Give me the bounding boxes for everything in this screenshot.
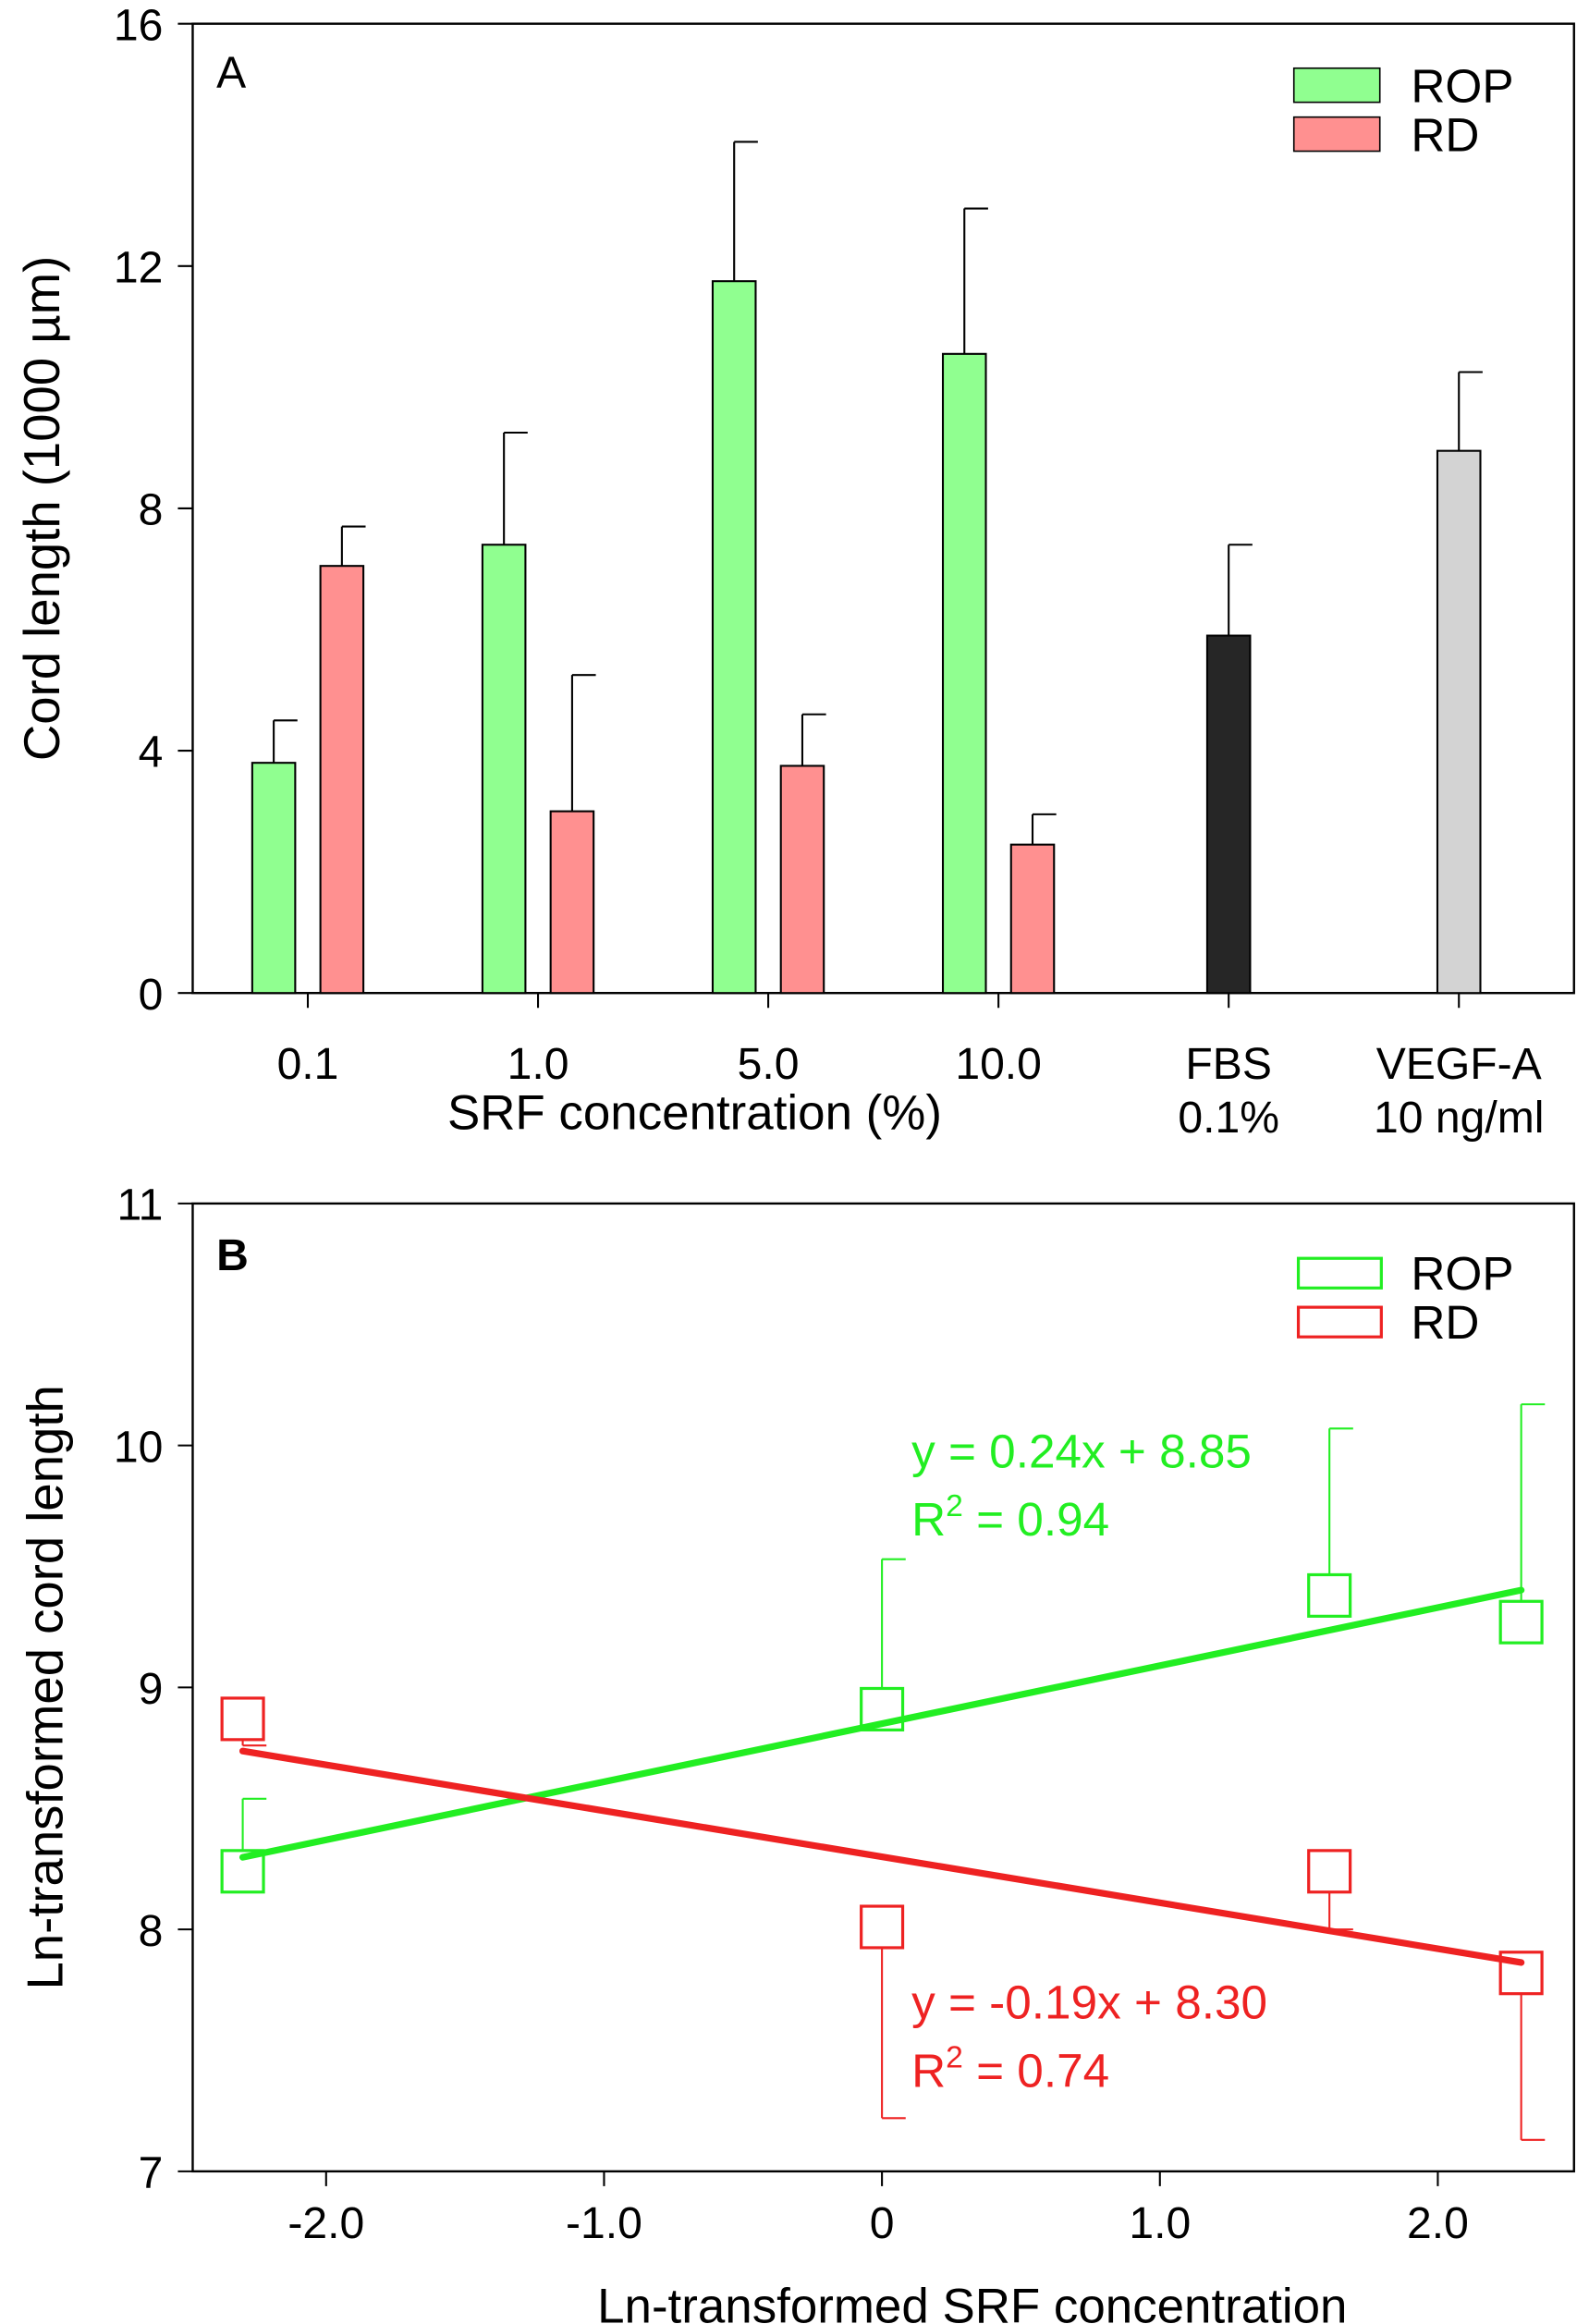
error-bar	[1228, 544, 1253, 636]
marker	[860, 1686, 905, 1731]
bar	[1205, 634, 1252, 995]
x-tick-label: 5.0	[738, 1039, 800, 1089]
y-tick-label: 12	[114, 242, 163, 292]
r-squared: R2 = 0.94	[911, 1489, 1109, 1546]
bar	[549, 810, 595, 995]
bar	[779, 764, 825, 995]
error-bar	[801, 713, 826, 766]
x-tick-label: 10.0	[955, 1039, 1042, 1089]
r2-sup: 2	[946, 1489, 963, 1523]
r2-sup: 2	[946, 2041, 963, 2075]
x-tick-label: FBS	[1185, 1039, 1272, 1089]
marker	[1498, 1599, 1544, 1645]
error-bar	[1031, 813, 1057, 845]
panel-label: A	[216, 48, 246, 98]
marker	[860, 1904, 905, 1950]
x-axis-label: Ln-transformed SRF concentration	[597, 2279, 1347, 2324]
bar	[251, 762, 297, 995]
y-tick-label: 0	[139, 970, 164, 1020]
fit-line	[238, 1747, 1525, 1966]
y-tick-label: 4	[139, 728, 164, 777]
bar	[711, 280, 757, 995]
x-tick-label: 0	[870, 2198, 895, 2248]
error-bar	[1328, 1427, 1353, 1575]
r2-part: R	[911, 2044, 946, 2097]
legend-swatch	[1292, 116, 1381, 153]
plot-frame	[191, 22, 1575, 995]
error-bar	[881, 1947, 906, 2120]
error-bar	[503, 431, 528, 545]
error-bar	[1520, 1993, 1546, 2141]
x-axis-label: SRF concentration (%)	[447, 1086, 942, 1141]
x-tick-label: 2.0	[1407, 2198, 1469, 2248]
error-bar	[733, 141, 758, 282]
fit-line	[238, 1586, 1525, 1861]
panel-label: B	[216, 1230, 249, 1280]
y-axis-label: Cord length (1000 µm)	[14, 256, 70, 761]
error-bar	[340, 525, 366, 567]
y-tick-label: 8	[139, 1906, 164, 1956]
error-bar	[881, 1558, 906, 1689]
x-tick-label: -1.0	[566, 2198, 642, 2248]
marker	[1307, 1849, 1352, 1894]
error-bar	[1520, 1403, 1546, 1602]
bar	[1436, 449, 1482, 995]
y-tick-label: 9	[139, 1664, 164, 1714]
error-bar	[273, 719, 298, 764]
bar	[481, 544, 527, 995]
marker	[220, 1849, 265, 1894]
error-bar	[963, 207, 988, 354]
bar	[1009, 843, 1056, 995]
y-tick-label: 10	[114, 1422, 163, 1472]
r-squared: R2 = 0.74	[911, 2041, 1109, 2098]
x-tick-label: VEGF-A	[1376, 1039, 1542, 1089]
y-tick-label: 8	[139, 485, 164, 535]
legend-label: ROP	[1411, 1247, 1513, 1300]
y-tick-label: 16	[114, 0, 163, 50]
x-tick-label: -2.0	[287, 2198, 364, 2248]
error-bar	[1458, 371, 1483, 451]
y-axis-label: Ln-transformed cord length	[17, 1385, 73, 1989]
legend-swatch	[1296, 1305, 1383, 1339]
legend-label: RD	[1411, 109, 1479, 162]
bar	[319, 565, 365, 995]
error-bar	[570, 674, 596, 812]
equation: y = 0.24x + 8.85	[911, 1425, 1252, 1477]
y-tick-label: 7	[139, 2147, 164, 2197]
error-bar	[241, 1797, 267, 1851]
x-tick-label: 0.1	[277, 1039, 339, 1089]
y-tick-label: 11	[116, 1180, 163, 1230]
x-tick-label: 0.1%	[1178, 1093, 1279, 1143]
legend-swatch	[1296, 1256, 1383, 1290]
legend-swatch	[1292, 67, 1381, 104]
r2-part: = 0.94	[963, 1493, 1109, 1546]
bar	[941, 352, 987, 995]
marker	[1307, 1572, 1352, 1618]
equation: y = -0.19x + 8.30	[911, 1976, 1267, 2029]
marker	[1498, 1951, 1544, 1996]
legend-label: RD	[1411, 1296, 1479, 1349]
x-tick-label: 1.0	[1129, 2198, 1191, 2248]
x-tick-label: 10 ng/ml	[1374, 1093, 1544, 1143]
marker	[220, 1696, 265, 1742]
x-tick-label: 1.0	[507, 1039, 569, 1089]
r2-part: = 0.74	[963, 2044, 1109, 2097]
legend-label: ROP	[1411, 60, 1513, 113]
r2-part: R	[911, 1493, 946, 1546]
error-bar	[1328, 1891, 1353, 1931]
